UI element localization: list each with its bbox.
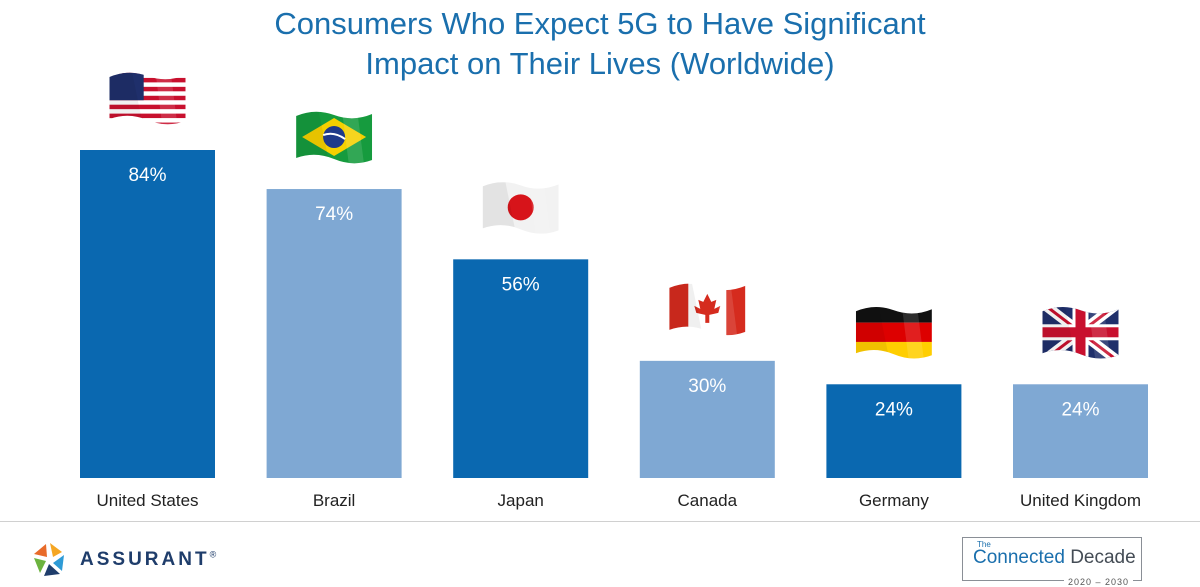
value-label-brazil: 74%	[315, 204, 353, 225]
value-label-canada: 30%	[688, 376, 726, 397]
badge-title: Connected Decade	[973, 547, 1136, 569]
bar-chart: 84% United States 74% Brazil 56% Japan 30% Cana…	[80, 72, 1148, 510]
chart-title-line-1: Consumers Who Expect 5G to Have Signific…	[274, 6, 926, 41]
bar-canada	[639, 360, 775, 478]
registered-mark: ®	[209, 549, 217, 560]
assurant-logo-icon	[34, 543, 64, 576]
value-label-japan: 56%	[502, 274, 540, 295]
brazil-flag-icon	[296, 111, 373, 164]
germany-flag-icon	[855, 307, 932, 359]
category-label-brazil: Brazil	[313, 491, 356, 510]
bar-united-states	[80, 150, 215, 478]
connected-decade-badge: The Connected Decade 2020 – 2030	[962, 537, 1142, 587]
badge-years: 2020 – 2030	[1063, 577, 1133, 587]
category-label-canada: Canada	[678, 491, 738, 510]
value-label-united-states: 84%	[128, 165, 166, 186]
chart-title-line-2: Impact on Their Lives (Worldwide)	[365, 46, 835, 81]
japan-flag-icon	[482, 182, 559, 234]
bar-japan	[453, 259, 589, 478]
assurant-logo: ASSURANT®	[30, 540, 216, 580]
badge-the: The	[977, 540, 991, 549]
assurant-logo-text: ASSURANT®	[80, 549, 216, 571]
category-label-germany: Germany	[859, 491, 929, 510]
united-kingdom-flag-icon	[1042, 307, 1119, 359]
bar-brazil	[266, 189, 402, 479]
category-label-united-kingdom: United Kingdom	[1020, 491, 1141, 510]
united-states-flag-icon	[109, 72, 186, 125]
badge-decade: Decade	[1070, 547, 1136, 568]
bar-united-kingdom	[1013, 384, 1148, 478]
logo-text: ASSURANT	[80, 549, 210, 570]
value-label-united-kingdom: 24%	[1061, 399, 1099, 420]
bars-layer: 84% United States 74% Brazil 56% Japan 30% Cana…	[80, 150, 1148, 510]
flags-layer	[109, 72, 1119, 359]
badge-connected: Connected	[973, 547, 1065, 568]
canada-flag-icon	[669, 283, 746, 336]
category-label-japan: Japan	[498, 491, 544, 510]
value-label-germany: 24%	[875, 399, 913, 420]
footer-divider	[0, 521, 1200, 522]
bar-germany	[826, 384, 962, 478]
category-label-united-states: United States	[96, 491, 198, 510]
chart-title: Consumers Who Expect 5G to Have Signific…	[0, 4, 1200, 84]
